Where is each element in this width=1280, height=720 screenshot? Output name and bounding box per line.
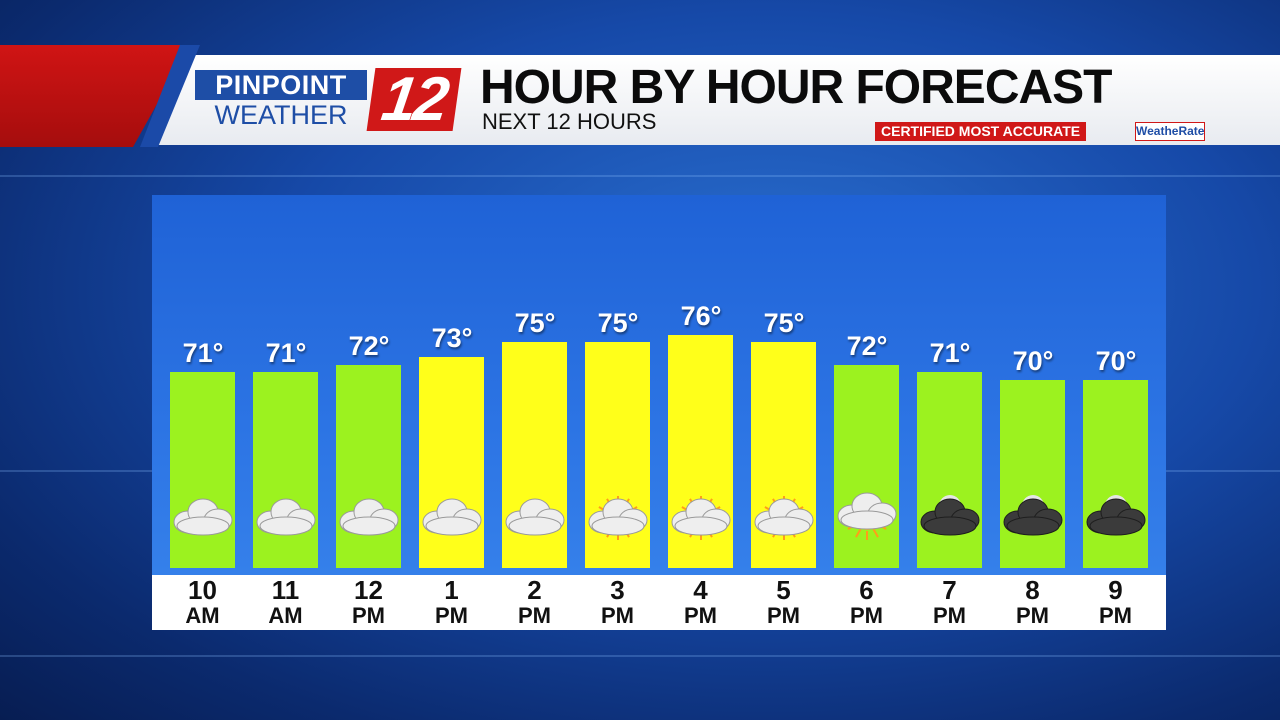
hour-label: 9: [1108, 575, 1123, 605]
hour-ampm-label: AM: [268, 603, 303, 628]
hour-label: 2: [527, 575, 542, 605]
hour-ampm-label: PM: [1099, 603, 1132, 628]
hour-ampm-label: PM: [352, 603, 385, 628]
hour-ampm-label: PM: [933, 603, 966, 628]
hour-ampm-label: PM: [1016, 603, 1049, 628]
temp-label: 73°: [431, 323, 473, 353]
hour-label: 1: [444, 575, 459, 605]
hour-label-strip: [152, 575, 1166, 630]
weatherate-logo: WeatheRate: [1135, 122, 1205, 141]
temp-label: 71°: [929, 338, 971, 368]
hour-label: 7: [942, 575, 957, 605]
partly-cloudy-icon: [749, 478, 819, 548]
temp-label: 75°: [597, 308, 639, 338]
hour-ampm-label: PM: [435, 603, 468, 628]
logo-pinpoint: PINPOINT: [195, 70, 367, 100]
hour-ampm-label: PM: [767, 603, 800, 628]
page-title: HOUR BY HOUR FORECAST: [480, 61, 1112, 114]
partly-cloudy-icon: [583, 478, 653, 548]
hour-ampm-label: PM: [850, 603, 883, 628]
hour-label: 8: [1025, 575, 1040, 605]
logo-weather: WEATHER: [214, 100, 348, 130]
night-cloudy-icon: [1081, 478, 1151, 548]
logo-channel-number: 12: [366, 65, 462, 134]
cloudy-icon: [168, 478, 238, 548]
cloudy-icon: [334, 478, 404, 548]
temp-label: 75°: [763, 308, 805, 338]
hour-label: 10: [188, 575, 217, 605]
temp-label: 71°: [182, 338, 224, 368]
temp-label: 72°: [348, 330, 390, 361]
page-subtitle: NEXT 12 HOURS: [482, 109, 657, 134]
hour-label: 3: [610, 575, 625, 605]
hour-ampm-label: PM: [518, 603, 551, 628]
cloudy-icon: [251, 478, 321, 548]
hour-label: 4: [693, 575, 708, 605]
chart-panel: [152, 195, 1166, 575]
temp-label: 75°: [514, 308, 556, 338]
hour-ampm-label: AM: [185, 603, 220, 628]
night-cloudy-icon: [998, 478, 1068, 548]
hour-ampm-label: PM: [684, 603, 717, 628]
cloudy-icon: [417, 478, 487, 548]
temp-label: 72°: [846, 330, 888, 361]
hour-ampm-label: PM: [601, 603, 634, 628]
hour-label: 12: [354, 575, 383, 605]
partly-cloudy-icon: [666, 478, 736, 548]
cloudy-icon: [500, 478, 570, 548]
temp-label: 70°: [1012, 345, 1054, 376]
hour-label: 5: [776, 575, 791, 605]
temp-label: 76°: [680, 300, 722, 331]
background-streak: [0, 655, 1280, 657]
bar-8-pm: [1000, 379, 1065, 568]
hour-label: 11: [271, 575, 300, 605]
bar-9-pm: [1083, 379, 1148, 568]
temp-label: 70°: [1095, 345, 1137, 376]
night-cloudy-icon: [915, 478, 985, 548]
temp-label: 71°: [265, 338, 307, 368]
certified-badge: CERTIFIED MOST ACCURATE: [875, 122, 1087, 141]
mostly-sunny-icon: [832, 478, 902, 548]
hour-label: 6: [859, 575, 874, 605]
background-streak: [0, 175, 1280, 177]
